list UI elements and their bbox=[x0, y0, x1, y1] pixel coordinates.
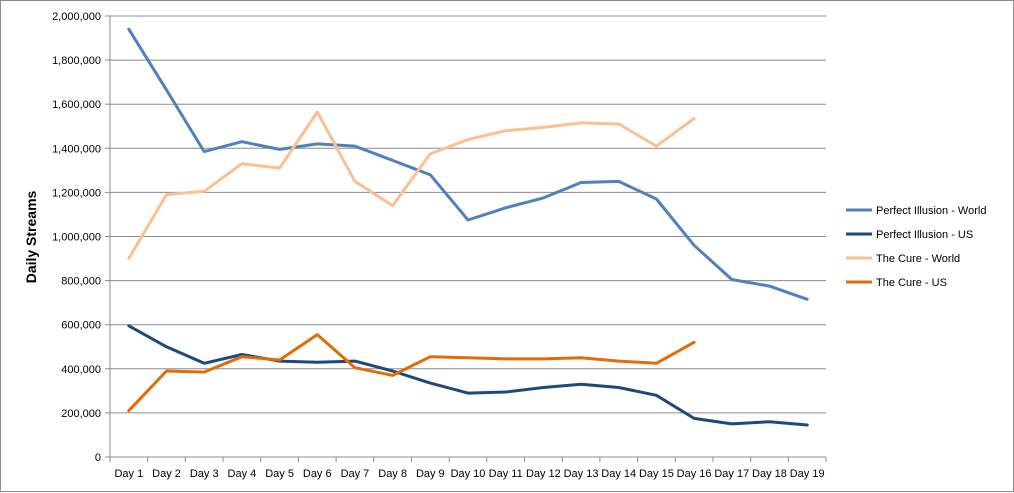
x-tick-label: Day 11 bbox=[489, 468, 523, 480]
series-line-3 bbox=[127, 110, 696, 260]
x-tick-label: Day 13 bbox=[564, 468, 599, 480]
x-tick-label: Day 14 bbox=[601, 468, 636, 480]
x-tick-label: Day 10 bbox=[451, 468, 486, 480]
y-tick-label: 1,200,000 bbox=[52, 187, 101, 199]
x-tick-label: Day 17 bbox=[714, 468, 749, 480]
series-line-2 bbox=[127, 324, 809, 427]
legend-entry-label: The Cure - US bbox=[876, 277, 947, 289]
series-lines bbox=[127, 27, 809, 427]
legend-entry-label: The Cure - World bbox=[876, 253, 960, 265]
x-tick-label: Day 12 bbox=[526, 468, 561, 480]
x-tick-label: Day 8 bbox=[378, 468, 407, 480]
y-tick-label: 400,000 bbox=[61, 364, 101, 376]
y-tick-label: 200,000 bbox=[61, 408, 101, 420]
x-tick-label: Day 1 bbox=[114, 468, 143, 480]
x-tick-label: Day 3 bbox=[190, 468, 219, 480]
y-tick-label: 1,000,000 bbox=[52, 232, 101, 244]
x-tick-label: Day 4 bbox=[228, 468, 257, 480]
legend-entry-label: Perfect Illusion - US bbox=[876, 229, 973, 241]
x-tick-label: Day 5 bbox=[265, 468, 294, 480]
y-tick-label: 1,600,000 bbox=[52, 99, 101, 111]
x-tick-label: Day 9 bbox=[416, 468, 445, 480]
y-tick-label: 600,000 bbox=[61, 320, 101, 332]
x-tick-label: Day 15 bbox=[639, 468, 674, 480]
y-tick-label: 2,000,000 bbox=[52, 11, 101, 23]
series-line-4 bbox=[127, 333, 696, 413]
x-tick-label: Day 19 bbox=[790, 468, 825, 480]
gridlines bbox=[110, 15, 826, 414]
x-tick-label: Day 18 bbox=[752, 468, 787, 480]
y-tick-label: 800,000 bbox=[61, 276, 101, 288]
y-axis-title: Daily Streams bbox=[23, 190, 39, 283]
y-tick-label: 0 bbox=[95, 452, 101, 464]
axes: 0 200,000 400,000 600,000 800,000 1,000,000 1,… bbox=[52, 11, 827, 480]
x-tick-label: Day 2 bbox=[152, 468, 181, 480]
legend: Perfect Illusion - World Perfect Illusion… bbox=[846, 205, 986, 289]
y-tick-label: 1,400,000 bbox=[52, 143, 101, 155]
x-tick-label: Day 7 bbox=[341, 468, 370, 480]
x-tick-label: Day 16 bbox=[677, 468, 712, 480]
x-tick-label: Day 6 bbox=[303, 468, 332, 480]
legend-entry-label: Perfect Illusion - World bbox=[876, 205, 986, 217]
series-line-1 bbox=[127, 27, 809, 301]
y-tick-label: 1,800,000 bbox=[52, 55, 101, 67]
